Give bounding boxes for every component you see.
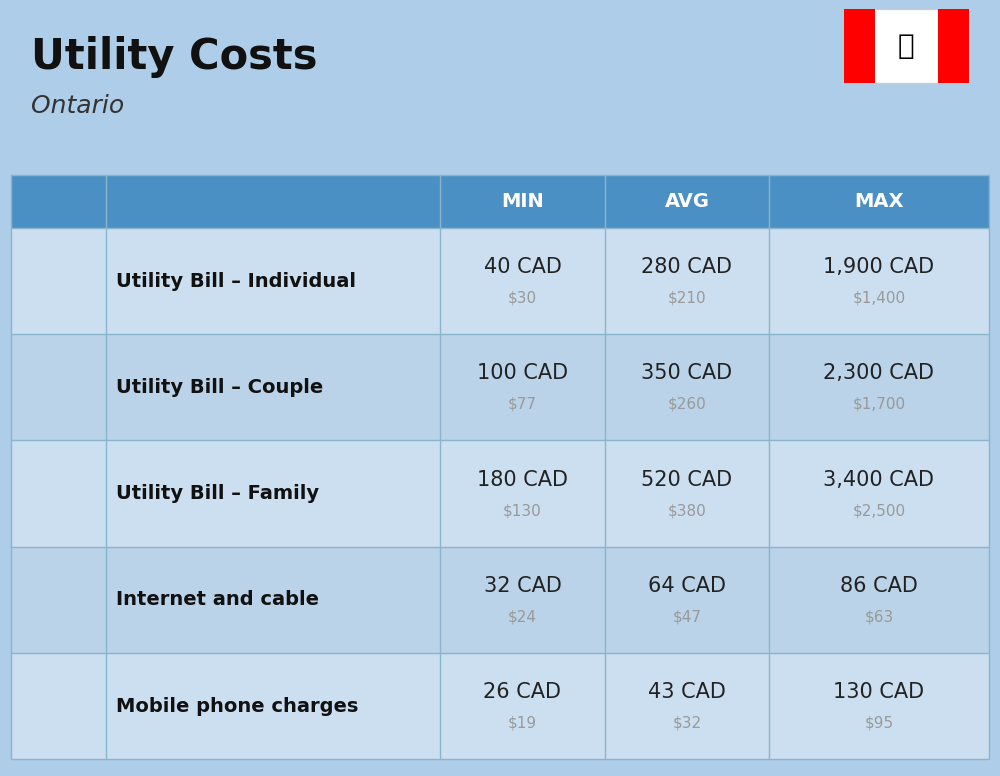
- Bar: [844, 9, 875, 82]
- Text: AVG: AVG: [664, 192, 709, 211]
- Text: Mobile phone charges: Mobile phone charges: [116, 697, 358, 715]
- Text: $260: $260: [668, 397, 706, 412]
- Text: Internet and cable: Internet and cable: [116, 591, 319, 609]
- Text: 32 CAD: 32 CAD: [484, 576, 561, 596]
- Text: 1,900 CAD: 1,900 CAD: [823, 257, 935, 277]
- Text: 100 CAD: 100 CAD: [477, 363, 568, 383]
- Text: $210: $210: [668, 290, 706, 306]
- Bar: [11, 441, 989, 546]
- Text: Ontario: Ontario: [31, 94, 124, 118]
- Text: $380: $380: [668, 503, 706, 518]
- Bar: [11, 653, 989, 759]
- Text: 86 CAD: 86 CAD: [840, 576, 918, 596]
- Text: $19: $19: [508, 715, 537, 730]
- Text: $63: $63: [864, 609, 894, 625]
- Text: $1,400: $1,400: [852, 290, 906, 306]
- Text: $1,700: $1,700: [852, 397, 906, 412]
- Text: Utility Bill – Couple: Utility Bill – Couple: [116, 378, 323, 397]
- FancyBboxPatch shape: [844, 9, 969, 82]
- Text: $130: $130: [503, 503, 542, 518]
- Text: MIN: MIN: [501, 192, 544, 211]
- Text: 2,300 CAD: 2,300 CAD: [823, 363, 934, 383]
- Bar: [11, 228, 989, 334]
- Text: $2,500: $2,500: [852, 503, 906, 518]
- Text: $30: $30: [508, 290, 537, 306]
- Text: 280 CAD: 280 CAD: [641, 257, 732, 277]
- Text: 64 CAD: 64 CAD: [648, 576, 726, 596]
- Text: 3,400 CAD: 3,400 CAD: [823, 469, 934, 490]
- Text: 43 CAD: 43 CAD: [648, 682, 726, 702]
- Text: 🍁: 🍁: [898, 32, 915, 60]
- Text: 350 CAD: 350 CAD: [641, 363, 733, 383]
- Text: 26 CAD: 26 CAD: [483, 682, 561, 702]
- Bar: [938, 9, 969, 82]
- Text: $32: $32: [672, 715, 702, 730]
- Text: $24: $24: [508, 609, 537, 625]
- Bar: [11, 334, 989, 441]
- Text: 180 CAD: 180 CAD: [477, 469, 568, 490]
- Text: 520 CAD: 520 CAD: [641, 469, 733, 490]
- Text: Utility Costs: Utility Costs: [31, 36, 318, 78]
- Text: 130 CAD: 130 CAD: [833, 682, 925, 702]
- Bar: [11, 175, 989, 228]
- Text: Utility Bill – Family: Utility Bill – Family: [116, 484, 319, 503]
- Text: MAX: MAX: [854, 192, 904, 211]
- Bar: [11, 546, 989, 653]
- Text: Utility Bill – Individual: Utility Bill – Individual: [116, 272, 356, 290]
- Text: $47: $47: [672, 609, 701, 625]
- Text: 40 CAD: 40 CAD: [484, 257, 561, 277]
- Text: $95: $95: [864, 715, 894, 730]
- Text: $77: $77: [508, 397, 537, 412]
